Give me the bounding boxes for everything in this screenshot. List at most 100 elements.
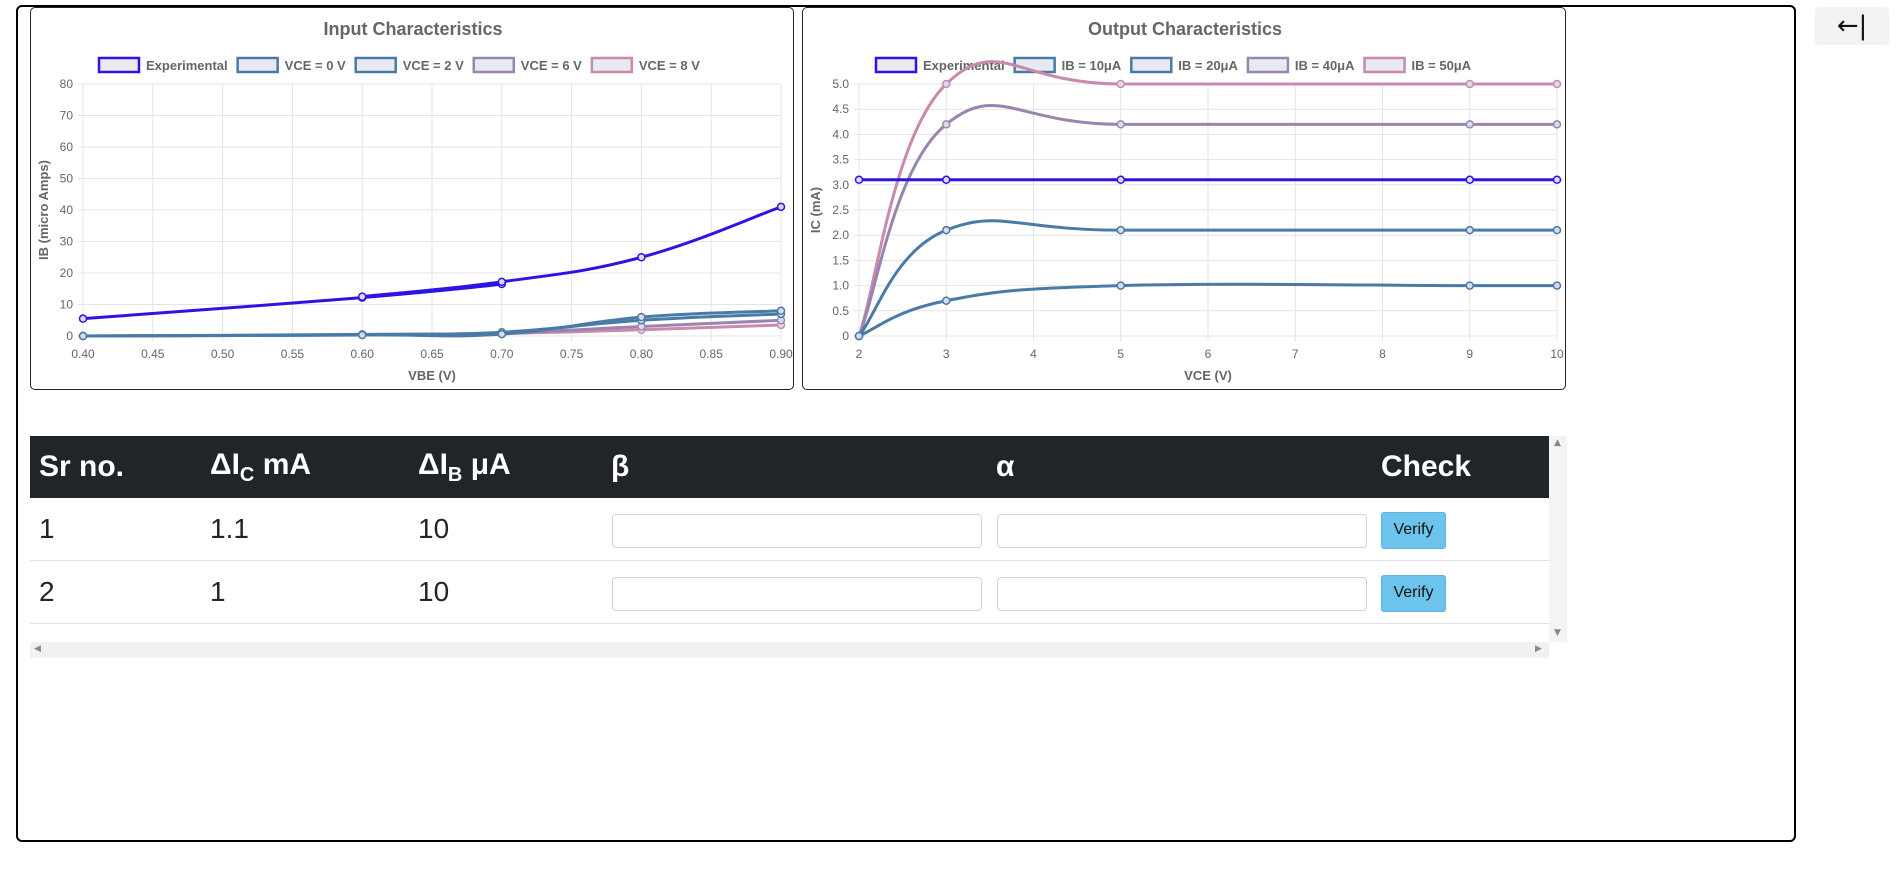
output-chart-data-point[interactable] (942, 79, 951, 89)
input-chart-data-point[interactable] (637, 253, 646, 262)
header-alpha-label: α (996, 450, 1015, 483)
observation-table-scroll[interactable]: Sr no. ΔIC mA ΔIB μA β α Check 1 1.1 10 … (30, 436, 1567, 658)
input-chart-legend-swatch (97, 56, 141, 74)
alpha-input[interactable] (997, 577, 1367, 611)
output-chart-y-tick: 4.0 (832, 127, 849, 141)
output-chart-data-point[interactable] (1465, 120, 1474, 129)
output-chart-data-point[interactable] (1465, 225, 1474, 235)
output-chart-data-point[interactable] (1552, 225, 1562, 235)
cell-beta (602, 498, 987, 561)
horizontal-scrollbar[interactable]: ◀ ▶ (30, 642, 1549, 658)
input-chart-legend-item[interactable]: VCE = 0 V (236, 56, 346, 74)
input-chart-legend-label: VCE = 0 V (285, 58, 346, 73)
output-chart-data-point[interactable] (854, 331, 864, 341)
header-delta-ic-unit: mA (254, 447, 312, 481)
table-header-row: Sr no. ΔIC mA ΔIB μA β α Check (30, 436, 1549, 498)
output-chart-y-tick: 3.5 (832, 153, 849, 167)
input-chart-legend-label: VCE = 8 V (639, 58, 700, 73)
input-chart-legend-item[interactable]: VCE = 6 V (472, 56, 582, 74)
output-chart-data-point[interactable] (1116, 79, 1125, 89)
input-chart-title: Input Characteristics (323, 19, 502, 39)
table-row: 2 1 10 Verify (30, 560, 1549, 624)
input-chart-x-tick: 0.50 (211, 347, 235, 361)
scroll-left-arrow-icon[interactable]: ◀ (34, 644, 41, 654)
verify-button[interactable]: Verify (1381, 511, 1446, 549)
output-chart-data-point[interactable] (1552, 281, 1562, 290)
output-chart-data-point[interactable] (854, 175, 864, 185)
input-chart-legend-item[interactable]: VCE = 2 V (354, 56, 464, 74)
verify-button[interactable]: Verify (1381, 574, 1446, 612)
alpha-input[interactable] (997, 514, 1367, 548)
input-chart-data-point[interactable] (357, 330, 367, 340)
input-chart-data-point[interactable] (357, 292, 367, 301)
output-chart-legend-item[interactable]: IB = 20μA (1130, 56, 1239, 74)
output-chart-data-point[interactable] (1465, 79, 1474, 89)
header-alpha: α (987, 436, 1372, 498)
output-chart-data-point[interactable] (1116, 281, 1125, 290)
beta-input[interactable] (612, 577, 982, 611)
output-chart-data-point[interactable] (1465, 281, 1474, 290)
header-beta-label: β (611, 450, 630, 483)
output-chart-series-line (858, 282, 1557, 338)
input-chart-legend-item[interactable]: Experimental (97, 56, 228, 74)
input-chart-x-tick: 0.85 (700, 347, 724, 361)
input-characteristics-chart: Input Characteristics Experimental VCE = 0… (30, 7, 794, 390)
cell-alpha (987, 498, 1372, 561)
input-chart-data-point[interactable] (78, 331, 88, 341)
output-chart-legend-label: IB = 20μA (1178, 58, 1238, 73)
input-chart-data-point[interactable] (497, 329, 507, 339)
output-chart-legend-label: IB = 10μA (1062, 58, 1122, 73)
scroll-up-arrow-icon[interactable]: ▲ (1554, 438, 1561, 448)
output-chart-data-point[interactable] (1465, 175, 1474, 185)
input-chart-legend-item[interactable]: VCE = 8 V (590, 56, 700, 74)
cell-delta-ic: 1.1 (201, 498, 409, 561)
input-chart-y-tick: 70 (60, 109, 74, 123)
input-chart-data-point[interactable] (78, 314, 88, 323)
output-chart-series-line (857, 219, 1557, 337)
output-chart-data-point[interactable] (1552, 175, 1562, 185)
output-chart-x-tick: 5 (1117, 347, 1124, 361)
output-chart-legend-item[interactable]: IB = 10μA (1013, 56, 1122, 74)
output-chart-data-point[interactable] (1552, 79, 1562, 89)
output-chart-y-tick: 1.5 (832, 253, 849, 267)
input-chart-data-point[interactable] (497, 277, 507, 287)
header-sr-no-label: Sr no. (39, 450, 125, 483)
input-chart-y-axis-label: IB (micro Amps) (36, 160, 51, 260)
output-chart-legend-item[interactable]: Experimental (874, 56, 1005, 74)
input-chart-legend-swatch (590, 56, 634, 74)
output-chart-legend-item[interactable]: IB = 40μA (1246, 56, 1355, 74)
input-chart-data-point[interactable] (637, 312, 646, 322)
collapse-panel-button[interactable]: ←| (1815, 7, 1889, 45)
input-chart-data-point[interactable] (776, 202, 786, 212)
input-chart-legend-swatch (236, 56, 279, 74)
output-chart-legend-item[interactable]: IB = 50μA (1363, 56, 1472, 74)
output-chart-legend-swatch (1246, 56, 1290, 74)
input-chart-legend-label: Experimental (146, 58, 228, 73)
output-characteristics-chart: Output Characteristics Experimental IB = 1… (802, 7, 1566, 390)
output-chart-data-point[interactable] (1116, 120, 1125, 129)
output-chart-y-tick: 3.0 (832, 178, 849, 192)
vertical-scrollbar[interactable]: ▲ ▼ (1549, 436, 1567, 642)
input-chart-data-point[interactable] (776, 306, 786, 316)
beta-input[interactable] (612, 514, 982, 548)
output-chart-data-point[interactable] (942, 296, 951, 305)
output-chart-data-point[interactable] (942, 175, 951, 185)
output-chart-data-point[interactable] (1116, 175, 1125, 185)
output-chart-x-tick: 7 (1292, 347, 1299, 361)
input-chart-y-tick: 60 (60, 140, 74, 154)
header-delta-ib: ΔIB μA (409, 436, 602, 498)
cell-alpha (987, 560, 1372, 624)
output-chart-data-point[interactable] (1552, 120, 1562, 129)
output-chart-data-point[interactable] (942, 120, 951, 129)
scroll-right-arrow-icon[interactable]: ▶ (1535, 644, 1542, 654)
header-delta-ic-main: ΔI (210, 447, 240, 481)
cell-beta (602, 560, 987, 624)
output-chart-data-point[interactable] (942, 225, 951, 235)
input-chart-legend-swatch (472, 56, 516, 74)
scroll-down-arrow-icon[interactable]: ▼ (1554, 628, 1561, 638)
input-chart-x-tick: 0.90 (769, 347, 793, 361)
header-beta: β (602, 436, 987, 498)
output-chart-data-point[interactable] (1116, 225, 1125, 235)
observation-table: Sr no. ΔIC mA ΔIB μA β α Check 1 1.1 10 … (30, 436, 1549, 624)
input-chart-x-tick: 0.65 (420, 347, 444, 361)
